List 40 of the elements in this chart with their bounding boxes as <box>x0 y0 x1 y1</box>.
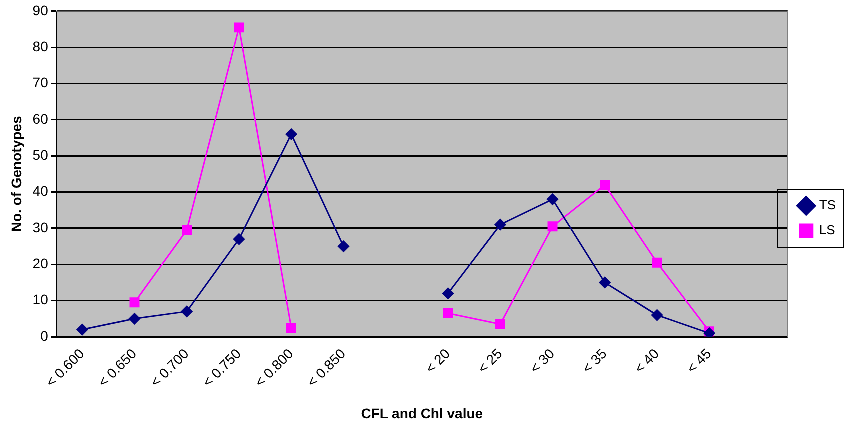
x-tick-label: < 40 <box>631 345 662 376</box>
x-tick-label: < 30 <box>526 345 558 376</box>
point <box>234 234 245 246</box>
legend-label: TS <box>819 198 836 213</box>
point <box>494 219 506 231</box>
point <box>338 240 350 252</box>
y-tick-label: 10 <box>32 292 49 308</box>
y-tick-label: 40 <box>32 183 49 200</box>
x-axis-title: CFL and Chl value <box>361 405 484 422</box>
x-tick-label: < 25 <box>474 345 506 376</box>
point <box>76 324 88 336</box>
point <box>599 276 611 288</box>
y-tick-label: 0 <box>40 328 49 344</box>
x-tick-label: < 35 <box>579 345 610 376</box>
y-tick-label: 20 <box>32 256 49 272</box>
point <box>496 319 506 330</box>
point <box>652 310 664 322</box>
point <box>286 322 296 333</box>
x-tick-label: < 45 <box>684 345 715 376</box>
y-tick-label: 50 <box>32 146 49 163</box>
y-tick-label: 70 <box>32 74 49 91</box>
point <box>234 22 244 33</box>
y-tick-label: 60 <box>32 110 49 127</box>
y-tick-label: 80 <box>32 38 49 54</box>
point <box>652 258 662 268</box>
point <box>182 225 192 236</box>
point <box>600 180 610 190</box>
point <box>181 306 193 318</box>
y-tick-label: 30 <box>32 219 49 236</box>
point <box>442 288 454 300</box>
point <box>443 308 454 318</box>
y-axis-title: No. of Genotypes <box>8 116 24 232</box>
point <box>130 298 140 308</box>
point <box>548 222 558 232</box>
point <box>286 128 298 140</box>
legend-label: LS <box>819 222 836 238</box>
point <box>129 313 140 325</box>
point <box>547 194 559 206</box>
y-tick-label: 90 <box>32 2 49 18</box>
x-tick-label: < 20 <box>422 345 454 376</box>
